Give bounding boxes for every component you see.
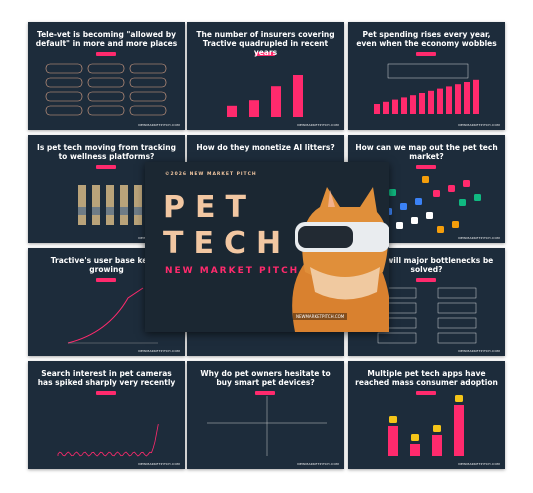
cat-illustration bbox=[292, 187, 389, 332]
cover-slide: ©2026 NEW MARKET PITCH PET TECH NEW MARK… bbox=[145, 162, 389, 332]
slide-title: Why do pet owners hesitate to buy smart … bbox=[200, 369, 331, 387]
slide-footer: NEWMARKETPITCH.COM bbox=[458, 349, 500, 353]
slide-title: How can we map out the pet tech market? bbox=[355, 143, 498, 161]
slide-footer: NEWMARKETPITCH.COM bbox=[138, 462, 180, 466]
slide-footer: NEWMARKETPITCH.COM bbox=[297, 123, 339, 127]
slide: Multiple pet tech apps have reached mass… bbox=[348, 361, 505, 469]
slide-graphic bbox=[377, 278, 477, 344]
slide-title: When will major bottlenecks be solved? bbox=[359, 256, 494, 274]
cover-url: NEWMARKETPITCH.COM bbox=[293, 313, 348, 320]
slide-title: How do they monetize AI litters? bbox=[196, 143, 335, 152]
cover-title-line: PET bbox=[163, 190, 256, 225]
slide-footer: NEWMARKETPITCH.COM bbox=[138, 349, 180, 353]
slide-title: Pet spending rises every year, even when… bbox=[356, 30, 497, 48]
slide-footer: NEWMARKETPITCH.COM bbox=[297, 462, 339, 466]
slide-graphic bbox=[388, 391, 464, 456]
slide-footer: NEWMARKETPITCH.COM bbox=[458, 123, 500, 127]
slide-title: Tractive's user base keeps growing bbox=[50, 256, 163, 274]
slide-graphic bbox=[374, 52, 479, 114]
cover-subtitle: NEW MARKET PITCH bbox=[165, 266, 300, 276]
slide-graphic bbox=[207, 391, 327, 456]
slide-footer: NEWMARKETPITCH.COM bbox=[138, 123, 180, 127]
slide: Why do pet owners hesitate to buy smart … bbox=[187, 361, 344, 469]
slide-graphic bbox=[227, 52, 303, 117]
slide: The number of insurers covering Tractive… bbox=[187, 22, 344, 130]
slide: Pet spending rises every year, even when… bbox=[348, 22, 505, 130]
slide-footer: NEWMARKETPITCH.COM bbox=[458, 462, 500, 466]
slide-title: Tele-vet is becoming "allowed by default… bbox=[35, 30, 178, 48]
slide-graphic bbox=[67, 278, 158, 344]
slide: Tele-vet is becoming "allowed by default… bbox=[28, 22, 185, 130]
slide-title: Search interest in pet cameras has spike… bbox=[37, 369, 176, 387]
slide-graphic bbox=[57, 391, 159, 457]
cover-kicker: ©2026 NEW MARKET PITCH bbox=[165, 172, 257, 177]
slide-title: Multiple pet tech apps have reached mass… bbox=[355, 369, 498, 387]
slide: Search interest in pet cameras has spike… bbox=[28, 361, 185, 469]
slide-title: Is pet tech moving from tracking to well… bbox=[37, 143, 176, 161]
slide-footer: NEWMARKETPITCH.COM bbox=[458, 236, 500, 240]
cover-title-line: TECH bbox=[163, 226, 292, 261]
slide-title: The number of insurers covering Tractive… bbox=[196, 30, 335, 57]
slide-graphic bbox=[45, 52, 167, 116]
